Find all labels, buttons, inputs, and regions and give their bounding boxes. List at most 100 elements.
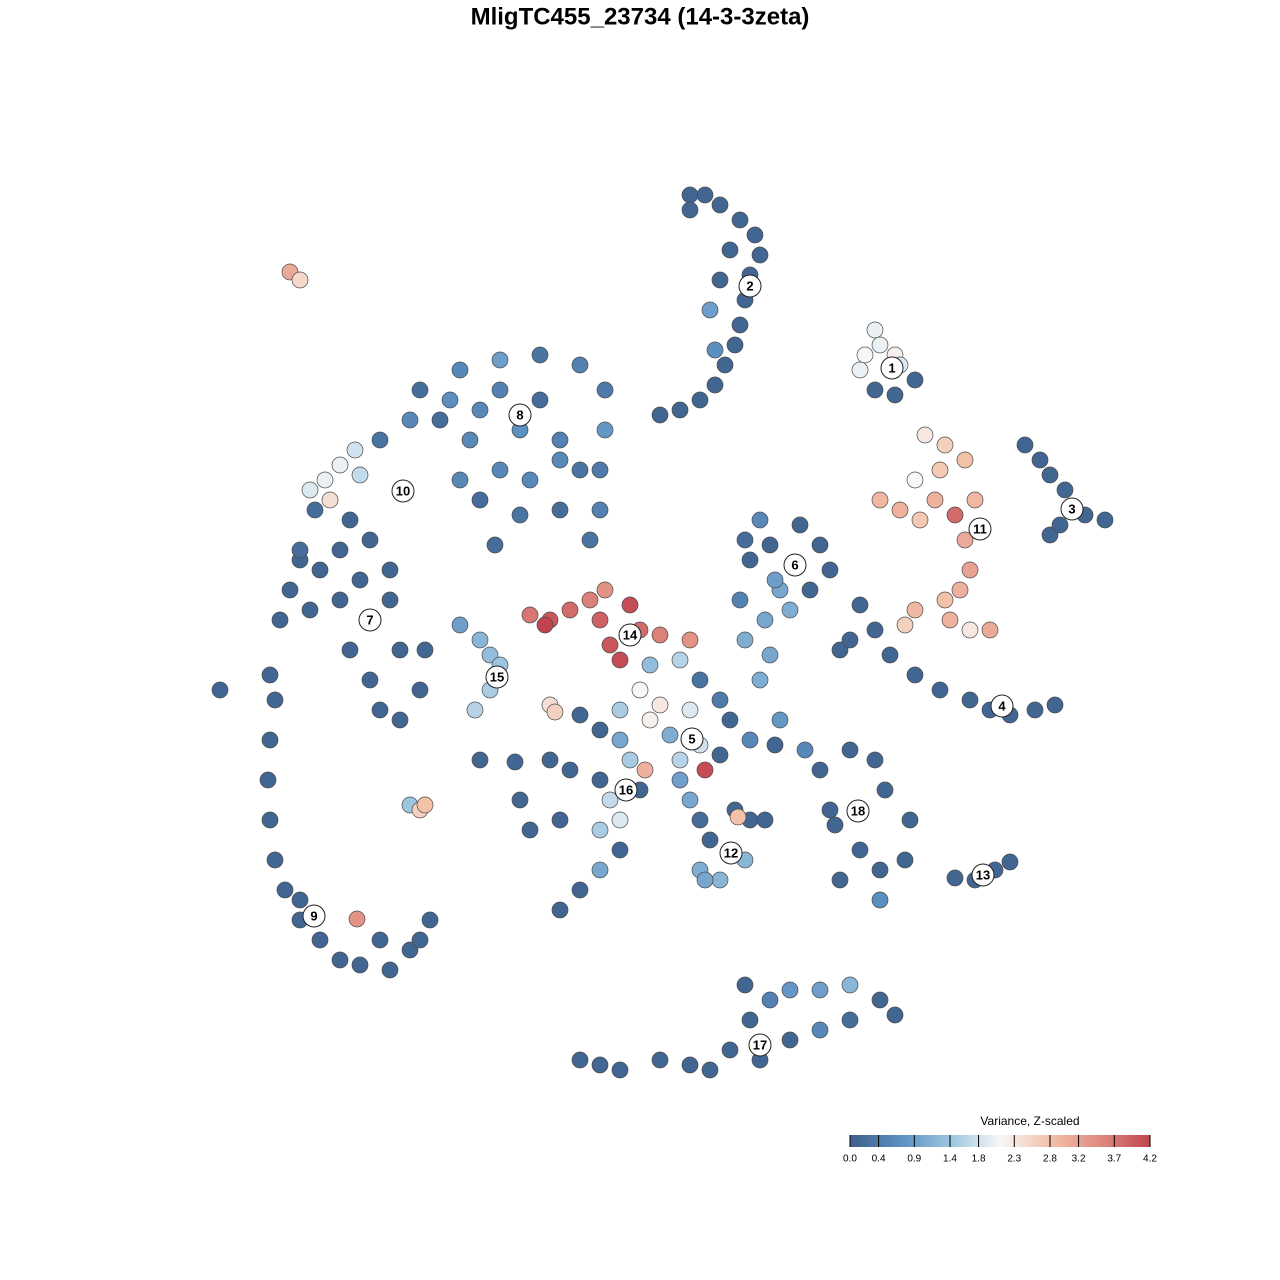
point bbox=[731, 211, 749, 229]
point bbox=[756, 611, 774, 629]
point bbox=[756, 811, 774, 829]
point bbox=[941, 611, 959, 629]
point bbox=[311, 931, 329, 949]
point bbox=[741, 551, 759, 569]
point bbox=[1001, 853, 1019, 871]
point bbox=[636, 761, 654, 779]
point bbox=[711, 871, 729, 889]
point bbox=[531, 391, 549, 409]
point bbox=[371, 931, 389, 949]
cluster-badge bbox=[880, 356, 904, 380]
point bbox=[591, 461, 609, 479]
point bbox=[521, 471, 539, 489]
colorbar-tick-label: 3.2 bbox=[1072, 1154, 1086, 1165]
cluster-label: 6 bbox=[791, 557, 798, 572]
point bbox=[301, 601, 319, 619]
point bbox=[696, 186, 714, 204]
point bbox=[906, 471, 924, 489]
point bbox=[1041, 466, 1059, 484]
point bbox=[551, 501, 569, 519]
point bbox=[591, 861, 609, 879]
point bbox=[481, 646, 499, 664]
colorbar-tick-label: 1.8 bbox=[972, 1154, 986, 1165]
cluster-label: 14 bbox=[623, 627, 638, 642]
point bbox=[729, 808, 747, 826]
point bbox=[591, 501, 609, 519]
point bbox=[291, 891, 309, 909]
point bbox=[471, 491, 489, 509]
point bbox=[831, 871, 849, 889]
point bbox=[331, 951, 349, 969]
cluster-label: 16 bbox=[619, 782, 633, 797]
point bbox=[651, 1051, 669, 1069]
point bbox=[546, 703, 564, 721]
cluster-badge bbox=[358, 608, 382, 632]
cluster-label: 18 bbox=[851, 803, 865, 818]
point bbox=[631, 681, 649, 699]
point bbox=[581, 591, 599, 609]
point bbox=[291, 541, 309, 559]
point bbox=[796, 741, 814, 759]
point bbox=[316, 471, 334, 489]
point bbox=[801, 581, 819, 599]
point bbox=[876, 781, 894, 799]
point bbox=[601, 791, 619, 809]
point bbox=[651, 406, 669, 424]
point bbox=[421, 911, 439, 929]
point bbox=[811, 1021, 829, 1039]
point bbox=[841, 976, 859, 994]
point bbox=[591, 611, 609, 629]
point bbox=[511, 791, 529, 809]
point bbox=[531, 346, 549, 364]
point bbox=[981, 621, 999, 639]
cluster-label: 10 bbox=[396, 483, 410, 498]
point bbox=[731, 316, 749, 334]
point bbox=[936, 591, 954, 609]
point bbox=[401, 941, 419, 959]
point bbox=[841, 631, 859, 649]
point bbox=[681, 631, 699, 649]
point bbox=[581, 531, 599, 549]
point bbox=[896, 616, 914, 634]
colorbar-title: Variance, Z-scaled bbox=[980, 1114, 1079, 1128]
point bbox=[259, 771, 277, 789]
point bbox=[821, 561, 839, 579]
point bbox=[551, 451, 569, 469]
point bbox=[681, 791, 699, 809]
point bbox=[701, 1061, 719, 1079]
point bbox=[721, 711, 739, 729]
point bbox=[751, 246, 769, 264]
point bbox=[761, 646, 779, 664]
point bbox=[1026, 701, 1044, 719]
colorbar-tick-label: 2.8 bbox=[1043, 1154, 1057, 1165]
colorbar-tick-label: 2.3 bbox=[1007, 1154, 1021, 1165]
point bbox=[561, 761, 579, 779]
point bbox=[1051, 516, 1069, 534]
point bbox=[916, 426, 934, 444]
colorbar-tick-label: 3.7 bbox=[1107, 1154, 1121, 1165]
cluster-label: 1 bbox=[888, 360, 895, 375]
point bbox=[596, 581, 614, 599]
point bbox=[671, 651, 689, 669]
cluster-badge bbox=[846, 799, 870, 823]
point bbox=[856, 346, 874, 364]
point bbox=[611, 701, 629, 719]
point bbox=[596, 381, 614, 399]
point bbox=[681, 186, 699, 204]
point bbox=[681, 701, 699, 719]
point bbox=[361, 531, 379, 549]
point bbox=[211, 681, 229, 699]
point bbox=[611, 731, 629, 749]
point bbox=[361, 671, 379, 689]
cluster-badge bbox=[748, 1033, 772, 1057]
point bbox=[611, 841, 629, 859]
cluster-badge bbox=[485, 665, 509, 689]
point bbox=[706, 376, 724, 394]
point bbox=[536, 616, 554, 634]
point bbox=[391, 641, 409, 659]
point bbox=[871, 861, 889, 879]
point bbox=[261, 666, 279, 684]
point bbox=[871, 336, 889, 354]
point bbox=[491, 351, 509, 369]
point bbox=[966, 491, 984, 509]
